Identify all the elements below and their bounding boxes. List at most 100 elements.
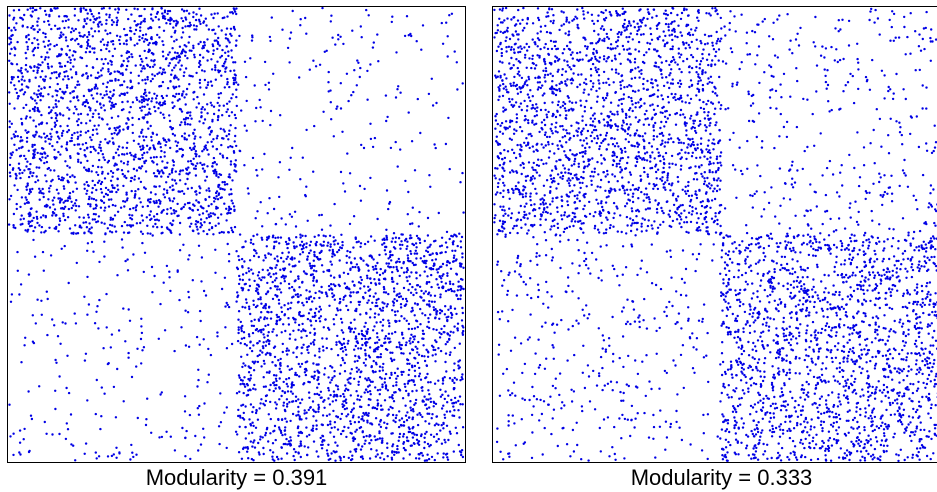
data-point xyxy=(314,319,318,323)
data-point xyxy=(331,400,334,403)
data-point xyxy=(402,286,406,290)
data-point xyxy=(413,403,416,406)
data-point xyxy=(234,74,237,77)
data-point xyxy=(293,245,296,248)
data-point xyxy=(279,370,282,373)
data-point xyxy=(260,365,263,368)
data-point xyxy=(121,146,125,149)
data-point xyxy=(278,288,281,291)
data-point xyxy=(215,137,219,140)
data-point xyxy=(163,138,167,142)
data-point xyxy=(368,378,371,382)
data-point xyxy=(387,332,391,335)
data-point xyxy=(19,283,23,286)
data-point xyxy=(247,305,251,308)
data-point xyxy=(88,119,92,122)
data-point xyxy=(319,315,323,318)
data-point xyxy=(23,344,26,347)
data-point xyxy=(353,348,356,351)
data-point xyxy=(185,138,188,141)
data-point xyxy=(381,437,384,440)
data-point xyxy=(396,282,399,285)
data-point xyxy=(208,228,211,231)
data-point xyxy=(402,337,405,340)
data-point xyxy=(317,407,320,411)
data-point xyxy=(378,273,382,277)
data-point xyxy=(8,163,12,167)
data-point xyxy=(450,398,453,402)
data-point xyxy=(301,251,305,254)
data-point xyxy=(340,233,343,236)
data-point xyxy=(170,73,173,76)
data-point xyxy=(413,383,416,387)
data-point xyxy=(25,57,28,60)
data-point xyxy=(376,348,379,351)
data-point xyxy=(200,111,203,114)
data-point xyxy=(318,214,321,217)
data-point xyxy=(160,391,163,394)
data-point xyxy=(225,110,228,114)
data-point xyxy=(431,267,435,271)
data-point xyxy=(194,174,198,177)
data-point xyxy=(195,199,198,202)
data-point xyxy=(294,338,297,341)
data-point xyxy=(717,101,721,104)
data-point xyxy=(193,53,196,56)
data-point xyxy=(376,399,379,402)
data-point xyxy=(582,207,585,211)
data-point xyxy=(147,127,150,130)
data-point xyxy=(139,22,142,26)
data-point xyxy=(210,68,214,71)
data-point xyxy=(8,171,12,174)
data-point xyxy=(23,13,26,17)
data-point xyxy=(74,181,77,184)
data-point xyxy=(173,40,176,43)
data-point xyxy=(300,248,304,251)
data-point xyxy=(384,372,388,376)
data-point xyxy=(137,188,140,191)
data-point xyxy=(219,421,223,424)
data-point xyxy=(198,185,201,188)
data-point xyxy=(273,429,276,432)
data-point xyxy=(344,398,348,401)
data-point xyxy=(20,72,23,75)
data-point xyxy=(137,117,141,121)
data-point xyxy=(274,293,277,297)
data-point xyxy=(461,252,464,255)
data-point xyxy=(216,206,219,210)
data-point xyxy=(220,143,223,147)
data-point xyxy=(47,67,50,70)
data-point xyxy=(37,43,40,46)
data-point xyxy=(104,57,107,61)
data-point xyxy=(113,132,116,135)
data-point xyxy=(342,182,345,185)
data-point xyxy=(91,179,94,183)
data-point xyxy=(89,205,92,208)
data-point xyxy=(430,285,433,289)
data-point xyxy=(394,320,397,324)
data-point xyxy=(341,356,344,360)
data-point xyxy=(285,347,289,350)
data-point xyxy=(159,146,162,149)
data-point xyxy=(140,95,143,98)
data-point xyxy=(165,140,168,144)
data-point xyxy=(243,376,246,379)
data-point xyxy=(31,145,34,148)
data-point xyxy=(423,436,426,439)
data-point xyxy=(446,35,449,38)
data-point xyxy=(70,206,73,210)
data-point xyxy=(276,255,279,258)
data-point xyxy=(277,302,281,305)
data-point xyxy=(134,190,137,193)
data-point xyxy=(257,441,260,445)
data-point xyxy=(461,311,464,315)
data-point xyxy=(247,389,250,392)
spy-plot-left xyxy=(7,6,466,463)
data-point xyxy=(355,307,358,311)
data-point xyxy=(85,192,88,195)
data-point xyxy=(120,65,123,68)
data-point xyxy=(284,223,287,226)
data-point xyxy=(180,64,183,67)
data-point xyxy=(441,274,444,278)
data-point xyxy=(197,244,201,247)
